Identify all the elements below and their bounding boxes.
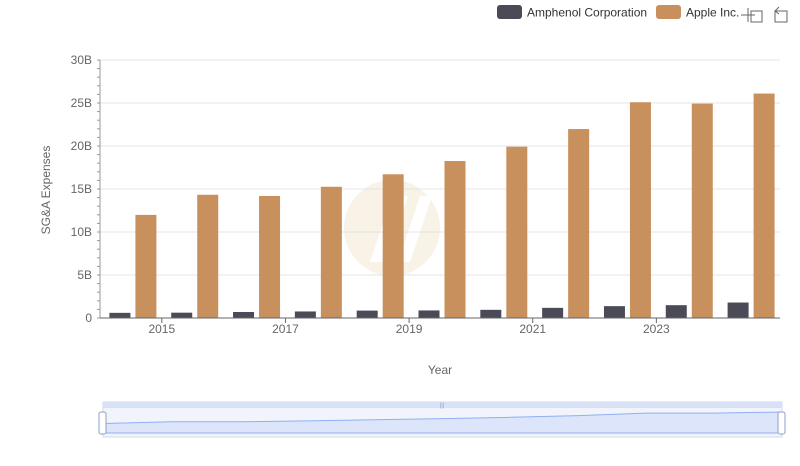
bar-amphenol-2023[interactable] [665,305,687,318]
x-tick-label: 2017 [272,322,299,336]
bar-apple-2014[interactable] [135,214,157,318]
bar-apple-2024[interactable] [753,93,775,318]
bar-amphenol-2014[interactable] [109,312,131,318]
y-tick-label: 25B [71,96,92,110]
bar-amphenol-2024[interactable] [727,302,749,318]
y-tick-label: 30B [71,53,92,67]
bar-apple-2023[interactable] [691,103,713,319]
x-axis-title: Year [428,363,452,377]
y-tick-label: 0 [85,311,92,325]
bar-amphenol-2019[interactable] [418,310,440,318]
bar-apple-2022[interactable] [629,102,651,318]
bar-apple-2015[interactable] [197,194,219,318]
bar-amphenol-2016[interactable] [233,311,255,318]
x-tick-label: 2019 [396,322,423,336]
bar-amphenol-2022[interactable] [603,306,625,318]
zoom-slider-area [102,411,783,434]
legend-item-amphenol[interactable]: Amphenol Corporation [497,5,647,20]
bar-apple-2018[interactable] [382,174,404,318]
bar-amphenol-2018[interactable] [356,310,378,318]
zoom-slider-grip-icon: ||| [440,403,445,409]
bar-apple-2021[interactable] [568,129,590,318]
y-tick-label: 15B [71,182,92,196]
y-axis-title: SG&A Expenses [39,146,53,235]
zoom-slider[interactable]: ||| [98,401,786,438]
zoom-slider-handle-left[interactable] [98,411,107,435]
bars [109,93,775,319]
x-tick-label: 2023 [643,322,670,336]
bar-amphenol-2021[interactable] [542,307,564,318]
legend-item-apple[interactable]: Apple Inc. [656,5,739,20]
axes: 0 5B 10B 15B 20B 25B 30B 2015 2017 2019 2021 2023 [71,53,780,336]
legend-label-amphenol: Amphenol Corporation [527,6,647,20]
bar-apple-2017[interactable] [320,186,342,318]
legend-swatch-apple [656,5,681,19]
x-tick-label: 2015 [148,322,175,336]
x-tick-label: 2021 [519,322,546,336]
y-tick-label: 5B [77,268,92,282]
y-tick-label: 10B [71,225,92,239]
zoom-slider-top-bar[interactable] [103,402,782,408]
legend-label-apple: Apple Inc. [686,6,739,20]
zoom-slider-handle-right[interactable] [777,411,786,435]
bar-amphenol-2020[interactable] [480,309,502,318]
bar-amphenol-2017[interactable] [294,311,316,318]
legend-swatch-amphenol [497,5,522,19]
zoom-icon[interactable] [741,8,763,23]
y-tick-label: 20B [71,139,92,153]
bar-apple-2020[interactable] [506,146,528,318]
bar-apple-2016[interactable] [259,195,281,318]
legend[interactable]: Amphenol Corporation Apple Inc. [497,5,739,20]
bar-apple-2019[interactable] [444,161,466,318]
restore-icon[interactable] [774,6,788,23]
bar-amphenol-2015[interactable] [171,312,193,318]
